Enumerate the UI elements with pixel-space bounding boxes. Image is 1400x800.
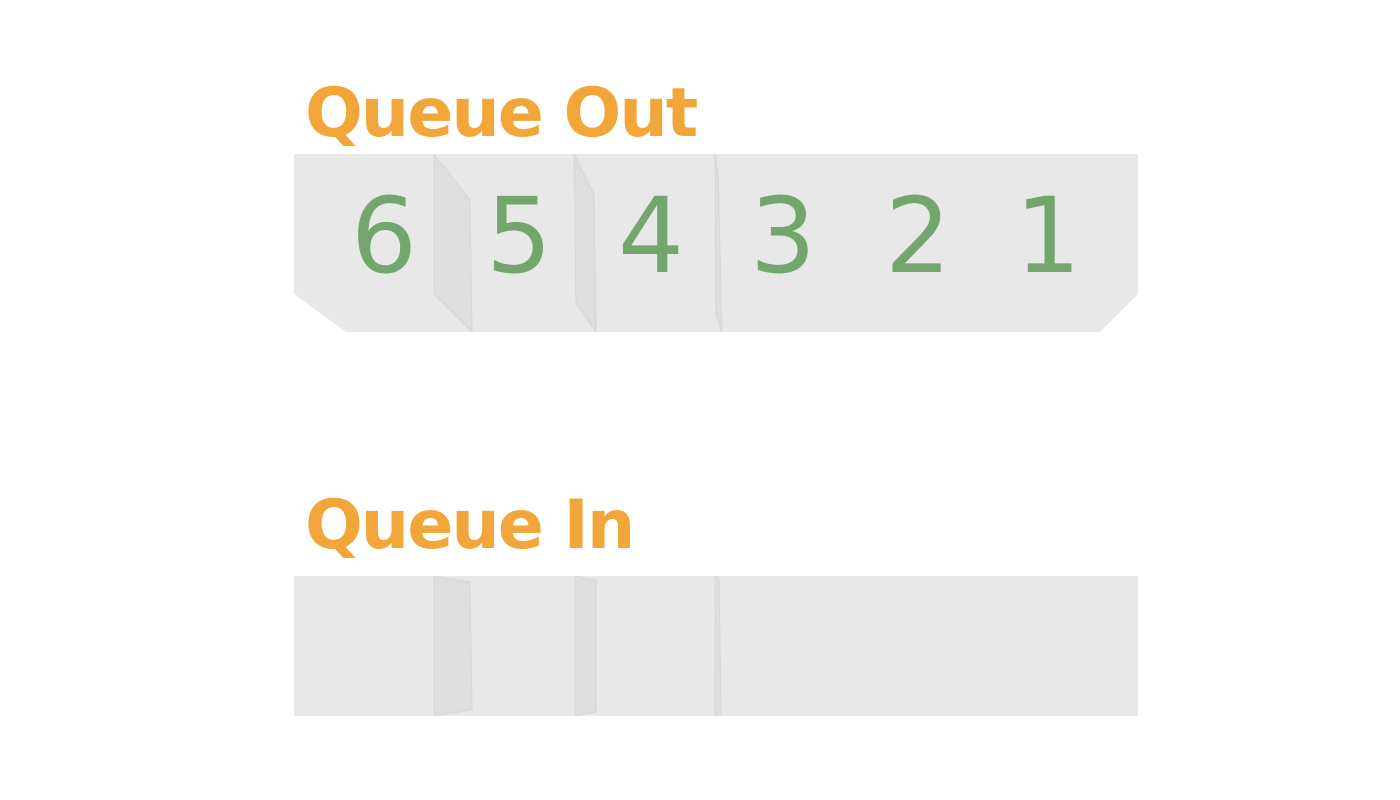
queue-in-title: Queue In [305,486,635,565]
queue-in-bar-shape [294,576,1138,716]
queue-item: 4 [617,175,685,297]
queue-item: 1 [1014,175,1082,297]
queue-item: 2 [884,175,952,297]
queue-item: 3 [749,175,817,297]
queue-in-bar [294,576,1138,716]
queue-out-bar [294,154,1138,332]
queue-item: 5 [485,175,553,297]
queue-out-bar-shape [294,154,1138,332]
queue-out-title: Queue Out [305,74,698,153]
queue-item: 6 [350,175,418,297]
